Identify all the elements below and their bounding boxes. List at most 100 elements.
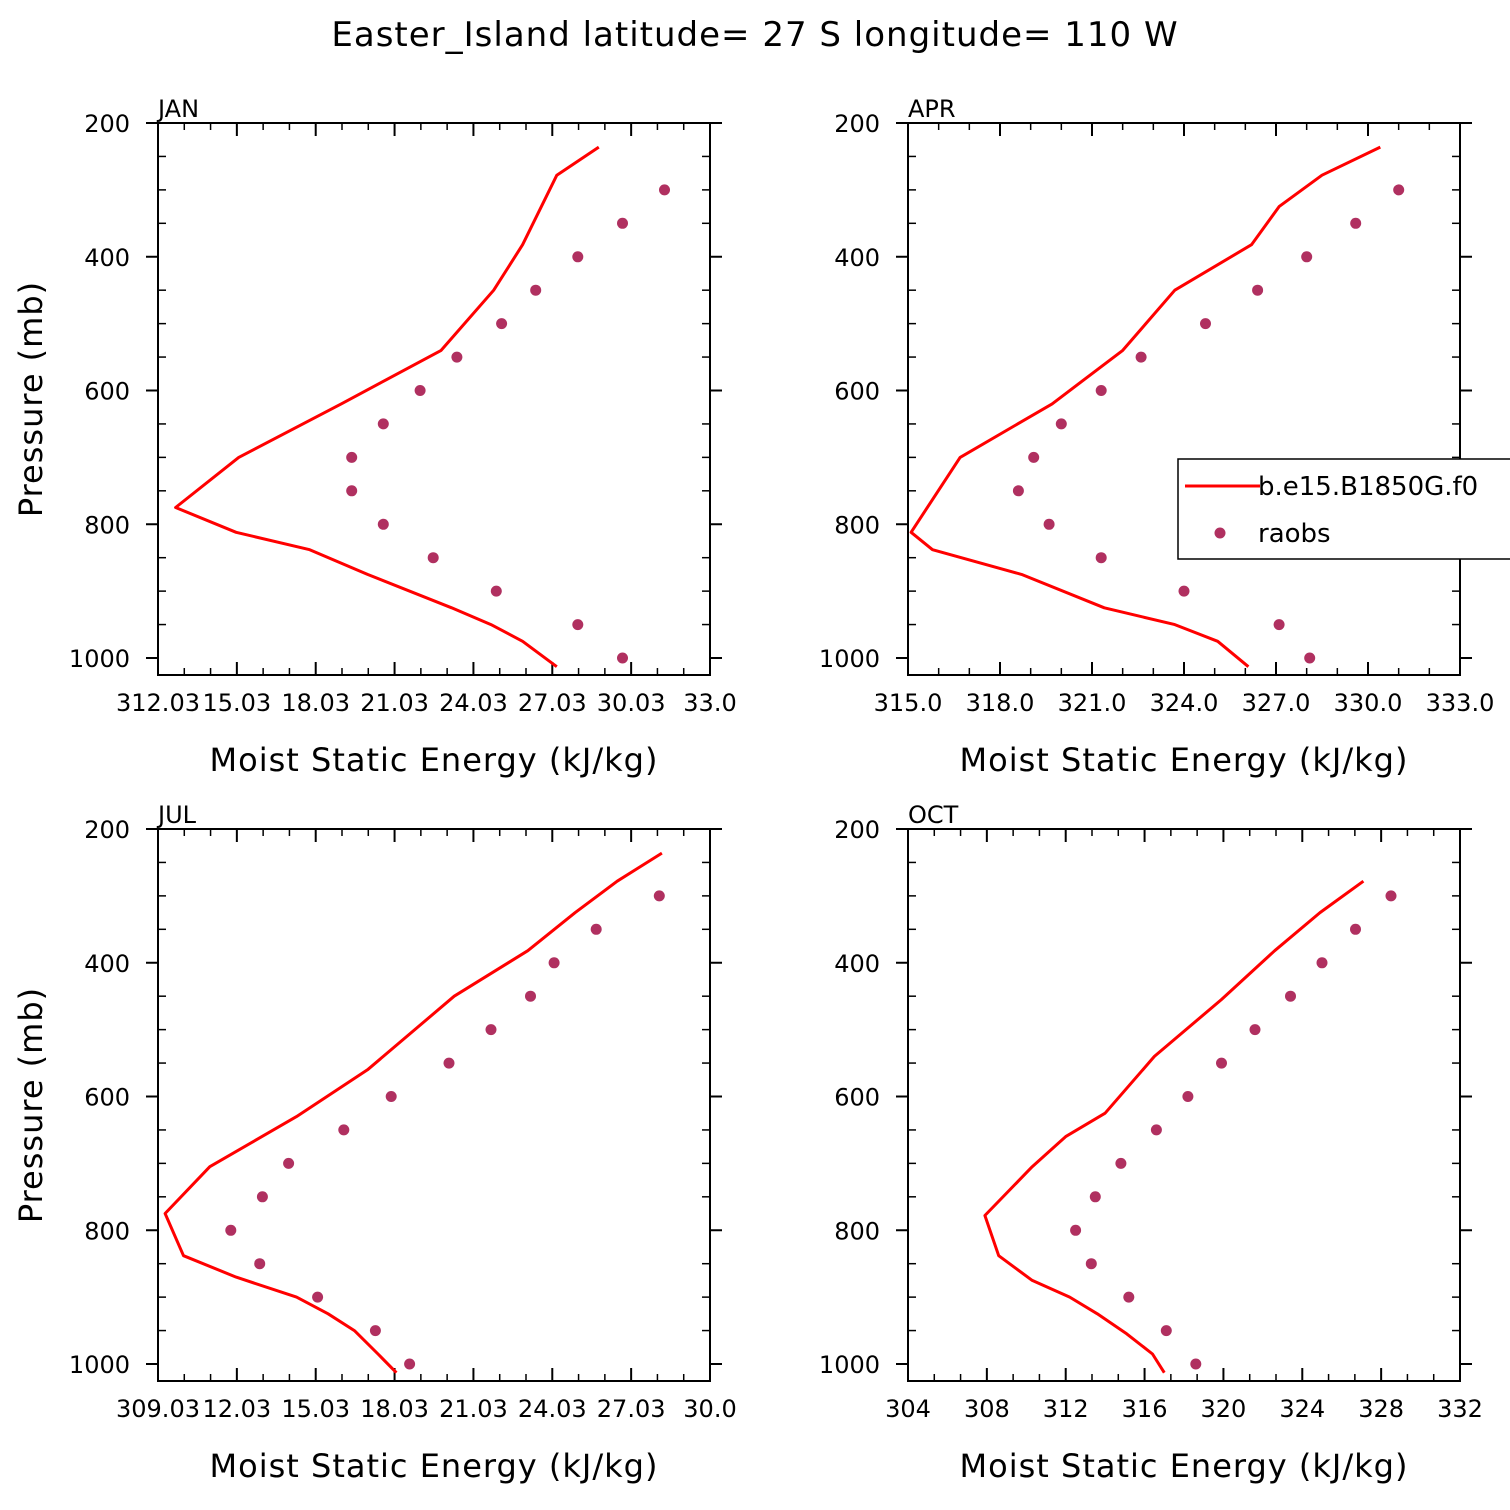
- y-tick-label: 600: [84, 1084, 130, 1112]
- obs-point: [1160, 1325, 1172, 1337]
- obs-point: [1012, 485, 1024, 497]
- obs-point: [530, 284, 542, 296]
- obs-point: [1273, 619, 1285, 631]
- obs-point: [1150, 1124, 1162, 1136]
- obs-point: [443, 1057, 455, 1069]
- x-tick-label: 308: [964, 1395, 1010, 1423]
- y-tick-label: 600: [84, 378, 130, 406]
- obs-point: [256, 1191, 268, 1203]
- legend-box: [1177, 458, 1510, 560]
- legend-model-label: b.e15.B1850G.f0: [1258, 472, 1478, 502]
- obs-point: [254, 1258, 266, 1270]
- obs-point: [1285, 990, 1296, 1002]
- plot-frame: [907, 828, 1461, 1382]
- obs-point: [377, 418, 389, 430]
- obs-point: [1085, 1258, 1097, 1270]
- x-tick-label: 328: [1358, 1395, 1404, 1423]
- obs-point: [385, 1091, 397, 1102]
- x-tick-label: 30.03: [597, 689, 666, 717]
- model-line: [163, 851, 663, 1374]
- panels: JAN 312.03 15.03 18.03 21.03 24.03 27.03 30.03 3…: [12, 95, 1494, 1485]
- y-tick-label: 1000: [819, 1351, 880, 1379]
- x-tick-label: 320: [1201, 1395, 1247, 1423]
- legend-obs-label: raobs: [1258, 519, 1331, 549]
- y-tick-label: 1000: [819, 645, 880, 673]
- figure-title: Easter_Island latitude= 27 S longitude= …: [331, 15, 1178, 55]
- obs-point: [1095, 552, 1107, 564]
- obs-point: [572, 251, 584, 263]
- y-tick-label: 800: [834, 511, 880, 539]
- plot-frame: [157, 828, 711, 1382]
- obs-point: [496, 318, 508, 330]
- x-tick-label: 316: [1122, 1395, 1168, 1423]
- obs-point: [404, 1358, 416, 1370]
- y-tick-label: 200: [834, 816, 880, 844]
- obs-point: [369, 1325, 381, 1337]
- x-tick-label: 24.03: [439, 689, 508, 717]
- panel-jul: JUL 309.03 12.03 15.03 18.03 21.03 24.03 27.03 3…: [12, 801, 737, 1485]
- y-tick-label: 400: [84, 244, 130, 272]
- obs-point: [548, 957, 560, 969]
- y-tick-label: 600: [834, 378, 880, 406]
- obs-point: [1055, 418, 1067, 430]
- obs-point: [451, 351, 463, 363]
- x-tick-label: 332: [1437, 1395, 1483, 1423]
- x-axis-label: Moist Static Energy (kJ/kg): [960, 1447, 1409, 1485]
- x-tick-label: 312.03: [116, 689, 200, 717]
- y-tick-label: 400: [834, 950, 880, 978]
- y-tick-label: 1000: [69, 1351, 130, 1379]
- panel-title: JAN: [156, 95, 199, 123]
- obs-point: [1393, 184, 1405, 196]
- y-axis-label: Pressure (mb): [12, 987, 50, 1223]
- obs-point: [1095, 385, 1107, 396]
- obs-point: [1316, 957, 1328, 969]
- x-tick-label: 327.0: [1242, 689, 1311, 717]
- x-tick-label: 324.0: [1150, 689, 1219, 717]
- obs-point: [1216, 1057, 1227, 1069]
- obs-point: [1385, 890, 1397, 902]
- x-tick-label: 315.0: [874, 689, 943, 717]
- obs-point: [1190, 1358, 1202, 1370]
- obs-point: [283, 1157, 295, 1169]
- obs-point: [1301, 251, 1313, 263]
- obs-point: [1178, 585, 1190, 597]
- x-tick-label: 324: [1279, 1395, 1325, 1423]
- obs-point: [1350, 923, 1361, 935]
- panel-title: OCT: [908, 801, 959, 829]
- y-tick-label: 200: [84, 110, 130, 138]
- obs-point: [1350, 217, 1362, 229]
- obs-point: [225, 1224, 237, 1236]
- x-tick-label: 333.0: [1426, 689, 1495, 717]
- obs-point: [346, 485, 358, 497]
- obs-point: [414, 385, 426, 396]
- y-tick-label: 800: [84, 1217, 130, 1245]
- obs-point: [1249, 1024, 1261, 1036]
- model-line: [983, 879, 1365, 1374]
- x-axis-label: Moist Static Energy (kJ/kg): [210, 741, 659, 779]
- y-tick-label: 400: [834, 244, 880, 272]
- panel-apr: APR 315.0 318.0 321.0 324.0 327.0 330.0 333.0 20…: [819, 95, 1494, 779]
- model-line: [174, 145, 600, 668]
- x-tick-label: 24.03: [518, 1395, 587, 1423]
- x-tick-label: 18.03: [281, 689, 350, 717]
- panel-jan: JAN 312.03 15.03 18.03 21.03 24.03 27.03 30.03 3…: [12, 95, 737, 779]
- x-tick-label: 27.03: [597, 1395, 666, 1423]
- x-tick-label: 21.03: [360, 689, 429, 717]
- x-tick-label: 321.0: [1058, 689, 1127, 717]
- x-tick-label: 304: [885, 1395, 931, 1423]
- x-tick-label: 15.03: [202, 689, 271, 717]
- obs-point: [312, 1291, 324, 1303]
- plot-frame: [157, 122, 711, 676]
- y-tick-label: 800: [84, 511, 130, 539]
- x-tick-label: 330.0: [1334, 689, 1403, 717]
- x-tick-label: 12.03: [202, 1395, 271, 1423]
- obs-point: [338, 1124, 350, 1136]
- obs-point: [346, 451, 358, 463]
- y-tick-label: 600: [834, 1084, 880, 1112]
- obs-point: [1182, 1091, 1194, 1102]
- legend-obs-marker: [1214, 527, 1226, 539]
- obs-point: [653, 890, 665, 902]
- obs-point: [1028, 451, 1040, 463]
